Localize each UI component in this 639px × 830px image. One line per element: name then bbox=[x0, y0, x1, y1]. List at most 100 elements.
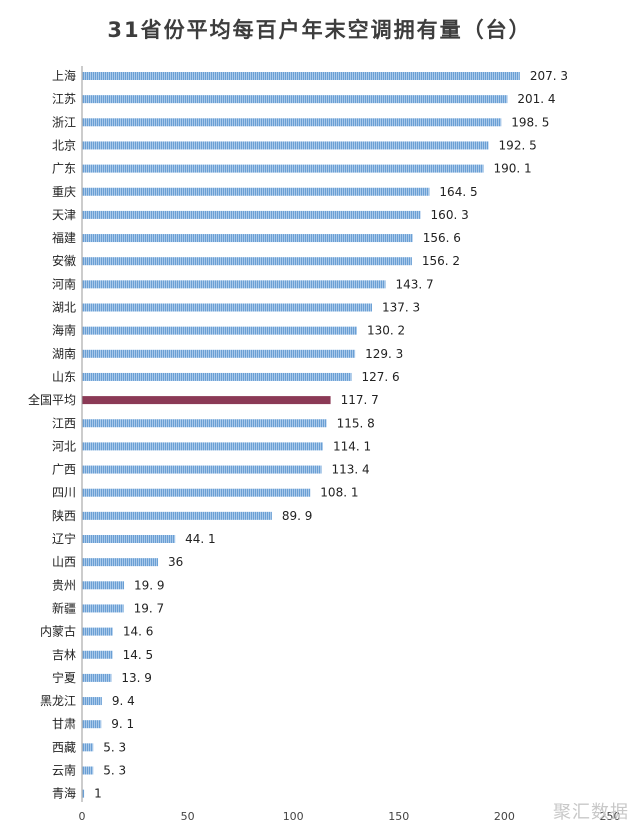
chart-title: 31省份平均每百户年末空调拥有量（台） bbox=[107, 18, 532, 42]
value-label: 130. 2 bbox=[367, 324, 405, 338]
bar bbox=[82, 419, 327, 428]
bar bbox=[82, 326, 357, 335]
bar bbox=[82, 372, 352, 381]
bar bbox=[82, 442, 323, 451]
value-label: 160. 3 bbox=[431, 208, 469, 222]
value-label: 114. 1 bbox=[333, 439, 371, 453]
bar bbox=[82, 234, 413, 243]
category-label: 内蒙古 bbox=[40, 624, 76, 639]
bar bbox=[82, 118, 502, 127]
value-label: 1 bbox=[94, 787, 102, 801]
bar bbox=[82, 766, 94, 775]
category-label: 河北 bbox=[52, 439, 76, 453]
x-tick-label: 50 bbox=[181, 810, 195, 823]
x-tick-label: 150 bbox=[388, 810, 409, 823]
category-label: 广东 bbox=[52, 162, 76, 176]
bar bbox=[82, 280, 386, 289]
value-label: 9. 1 bbox=[111, 717, 134, 731]
category-label: 西藏 bbox=[52, 740, 76, 754]
bar bbox=[82, 164, 484, 173]
category-label: 辽宁 bbox=[52, 531, 76, 546]
bar bbox=[82, 650, 113, 659]
x-tick-label: 250 bbox=[600, 810, 621, 823]
category-label: 黑龙江 bbox=[40, 694, 76, 708]
bar bbox=[82, 141, 489, 150]
bar bbox=[82, 95, 508, 104]
x-tick-label: 200 bbox=[494, 810, 515, 823]
category-label: 广西 bbox=[52, 463, 76, 477]
value-label: 13. 9 bbox=[121, 671, 152, 685]
bar bbox=[82, 720, 102, 729]
category-label: 浙江 bbox=[52, 115, 76, 129]
category-label: 海南 bbox=[52, 323, 76, 338]
category-label: 山西 bbox=[52, 555, 76, 569]
value-label: 5. 3 bbox=[103, 740, 126, 754]
x-tick-label: 0 bbox=[79, 810, 86, 823]
category-label: 上海 bbox=[52, 68, 76, 83]
bar bbox=[82, 303, 372, 312]
value-label: 201. 4 bbox=[517, 92, 555, 106]
value-label: 9. 4 bbox=[112, 694, 135, 708]
value-label: 36 bbox=[168, 555, 183, 569]
category-label: 云南 bbox=[52, 763, 76, 778]
category-label: 江苏 bbox=[52, 92, 76, 106]
value-label: 89. 9 bbox=[282, 509, 313, 523]
bar bbox=[82, 72, 520, 80]
value-label: 44. 1 bbox=[185, 532, 216, 546]
category-label: 青海 bbox=[52, 786, 76, 801]
bar bbox=[82, 349, 356, 358]
category-label: 湖北 bbox=[52, 300, 76, 315]
x-tick-label: 100 bbox=[283, 810, 304, 823]
watermark-text: 聚汇数据 bbox=[553, 802, 629, 823]
value-label: 198. 5 bbox=[511, 115, 549, 129]
value-label: 207. 3 bbox=[530, 69, 568, 83]
value-label: 156. 6 bbox=[423, 231, 461, 245]
value-label: 5. 3 bbox=[103, 764, 126, 778]
bar bbox=[82, 604, 124, 613]
value-label: 127. 6 bbox=[361, 370, 399, 384]
value-label: 137. 3 bbox=[382, 301, 420, 315]
value-label: 143. 7 bbox=[395, 277, 433, 291]
bar bbox=[82, 511, 272, 520]
value-label: 164. 5 bbox=[439, 185, 477, 199]
value-label: 14. 6 bbox=[123, 625, 154, 639]
category-label: 贵州 bbox=[52, 578, 76, 592]
value-label: 115. 8 bbox=[337, 416, 375, 430]
bar bbox=[82, 673, 112, 682]
category-label: 重庆 bbox=[52, 185, 76, 199]
x-axis: 0 50 100 150 200 250 bbox=[79, 66, 621, 823]
category-label: 安徽 bbox=[52, 253, 76, 268]
bar bbox=[82, 257, 412, 266]
value-label: 108. 1 bbox=[320, 486, 358, 500]
bar bbox=[82, 697, 102, 706]
bar bbox=[82, 558, 159, 567]
category-label: 天津 bbox=[52, 208, 76, 222]
value-label: 117. 7 bbox=[341, 393, 379, 407]
bar bbox=[82, 581, 125, 590]
value-label: 19. 9 bbox=[134, 578, 165, 592]
bar bbox=[82, 535, 176, 543]
category-label: 陕西 bbox=[52, 508, 76, 523]
bar bbox=[82, 465, 322, 474]
category-label: 新疆 bbox=[52, 600, 76, 615]
category-label: 北京 bbox=[52, 138, 76, 152]
category-label: 江西 bbox=[52, 416, 76, 430]
value-label: 19. 7 bbox=[134, 601, 165, 615]
bar bbox=[82, 488, 311, 497]
value-label: 156. 2 bbox=[422, 254, 460, 268]
category-label: 四川 bbox=[52, 486, 76, 500]
category-label: 甘肃 bbox=[52, 717, 76, 731]
value-label: 192. 5 bbox=[499, 138, 537, 152]
value-label: 14. 5 bbox=[123, 648, 154, 662]
value-label: 113. 4 bbox=[332, 463, 370, 477]
value-label: 190. 1 bbox=[493, 162, 531, 176]
category-label: 全国平均 bbox=[28, 392, 76, 407]
bar-highlight bbox=[82, 396, 331, 405]
category-label: 河南 bbox=[52, 276, 76, 291]
value-label: 129. 3 bbox=[365, 347, 403, 361]
bar bbox=[82, 627, 113, 636]
bar bbox=[82, 187, 430, 196]
bars-layer: 上海 207. 3 江苏 201. 4 浙江 198. 5 北京 192. 5 广东 190. 1… bbox=[28, 68, 568, 801]
bar bbox=[82, 789, 85, 798]
